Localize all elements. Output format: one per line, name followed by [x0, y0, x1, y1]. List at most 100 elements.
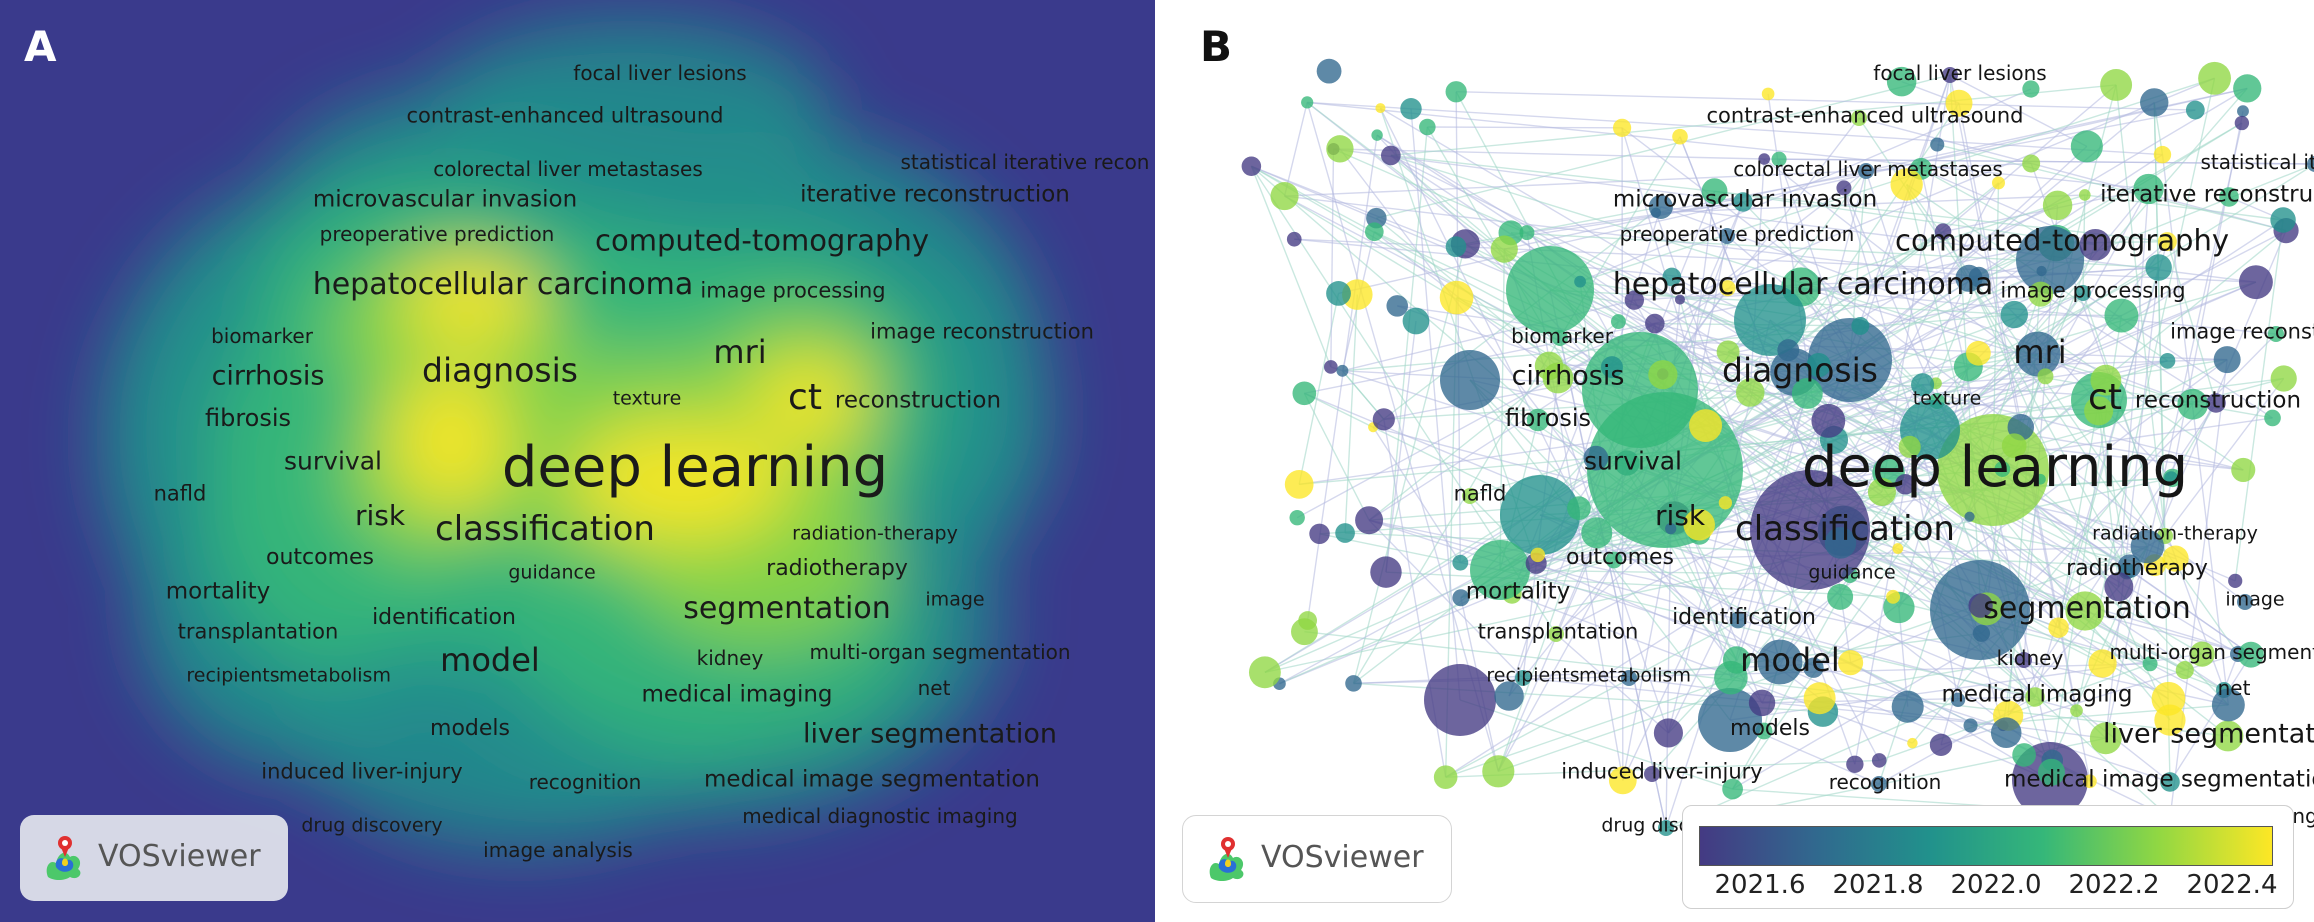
network-node [1608, 766, 1637, 795]
network-node [1600, 356, 1623, 379]
term-label: statistical iterative recon [2200, 150, 2314, 174]
term-label: statistical iterative recon [900, 150, 1150, 174]
density-blob [570, 420, 790, 540]
network-node [1827, 583, 1854, 610]
network-node [2211, 688, 2245, 722]
network-node [1665, 522, 1677, 535]
network-edge [1456, 91, 2196, 111]
color-scale-tick: 2022.2 [2068, 870, 2160, 900]
term-label: induced liver-injury [1561, 759, 1763, 784]
term-label: transplantation [177, 619, 339, 644]
network-edge [1376, 74, 1951, 219]
term-label: cirrhosis [211, 360, 325, 392]
network-node [2104, 572, 2134, 602]
term-label: outcomes [265, 545, 375, 570]
term-label: medical image segmentation [704, 766, 1040, 793]
network-node [1672, 128, 1688, 145]
network-node [1326, 281, 1351, 306]
network-edge [2166, 241, 2217, 404]
network-node [2034, 473, 2046, 485]
network-node [1991, 176, 2006, 190]
network-node [2037, 368, 2054, 385]
network-edge [1385, 320, 1417, 573]
network-node [1515, 670, 1531, 686]
network-node [1891, 690, 1924, 723]
network-node [2185, 100, 2205, 120]
term-label: computed-tomography [1895, 223, 2229, 258]
network-node [2153, 145, 2172, 164]
network-edge [2098, 399, 2128, 572]
network-node [1836, 180, 1852, 196]
network-node [1452, 554, 1469, 571]
term-label: iterative reconstruction [800, 181, 1070, 208]
network-edge [1958, 103, 2078, 711]
network-node [2070, 130, 2103, 163]
network-edge [1555, 633, 1669, 734]
term-label: transplantation [1477, 619, 1639, 644]
network-node [1610, 314, 1626, 329]
network-node [1716, 340, 1740, 364]
network-node [1930, 137, 1945, 152]
network-edge [1858, 117, 2287, 232]
network-edge [1385, 126, 1429, 573]
term-label: texture [1912, 387, 1982, 410]
network-edge [2101, 230, 2287, 664]
network-node [1650, 207, 1662, 218]
term-label: image processing [2000, 278, 2186, 303]
network-node [2079, 189, 2091, 201]
term-label: mri [2013, 333, 2067, 371]
network-edge [1410, 108, 1461, 701]
network-edge [2169, 359, 2228, 819]
network-edge [1333, 148, 1765, 160]
network-node [1445, 81, 1467, 103]
term-label: model [1740, 641, 1840, 679]
network-node [1851, 110, 1867, 126]
network-edge [1549, 289, 2273, 419]
network-node [1964, 511, 1975, 522]
term-label: medical imaging [641, 681, 833, 708]
network-node [2213, 346, 2241, 374]
term-label: biomarker [211, 324, 313, 348]
term-label: hepatocellular carcinoma [312, 267, 694, 302]
network-node [1316, 58, 1342, 84]
network-node [2162, 545, 2189, 572]
network-node [1583, 445, 1609, 471]
network-node [2015, 331, 2061, 377]
network-node [2140, 88, 2169, 117]
network-edge [1344, 294, 1359, 534]
network-node [2238, 265, 2273, 300]
term-label: colorectal liver metastases [433, 157, 703, 181]
term-label: focal liver lesions [1873, 61, 2047, 85]
term-label: segmentation [683, 591, 891, 626]
network-node [1851, 316, 1870, 335]
network-node [1683, 508, 1715, 541]
term-label: hepatocellular carcinoma [1612, 267, 1994, 302]
network-node [2270, 365, 2297, 392]
network-node [2234, 115, 2250, 131]
vosviewer-logo: VOSviewer [1182, 815, 1452, 903]
network-node [1968, 593, 1993, 618]
network-node [1470, 540, 1530, 600]
network-node [1777, 339, 1800, 362]
network-map-panel: B focal liver lesions contrast-enhanced u… [1170, 0, 2314, 922]
term-label: liver segmentation [803, 718, 1057, 750]
network-node [1972, 624, 1991, 642]
network-edge [2007, 402, 2217, 717]
network-edge [1251, 165, 2236, 582]
network-edge [1306, 101, 1664, 375]
network-edge [1730, 379, 2107, 679]
term-label: ct [788, 377, 822, 418]
term-label: radiotherapy [766, 556, 908, 581]
network-node [1824, 527, 1857, 559]
network-edge [1749, 391, 2107, 739]
term-label: radiation-therapy [2092, 522, 2258, 545]
network-node [1612, 118, 1632, 137]
network-node [1581, 517, 1613, 549]
network-node [1761, 87, 1775, 101]
network-node [1811, 403, 1846, 438]
network-node [1548, 626, 1564, 642]
network-edge [1621, 127, 2246, 603]
network-edge [1968, 278, 2171, 721]
network-node [1380, 145, 1401, 166]
network-edge [1980, 333, 2277, 634]
